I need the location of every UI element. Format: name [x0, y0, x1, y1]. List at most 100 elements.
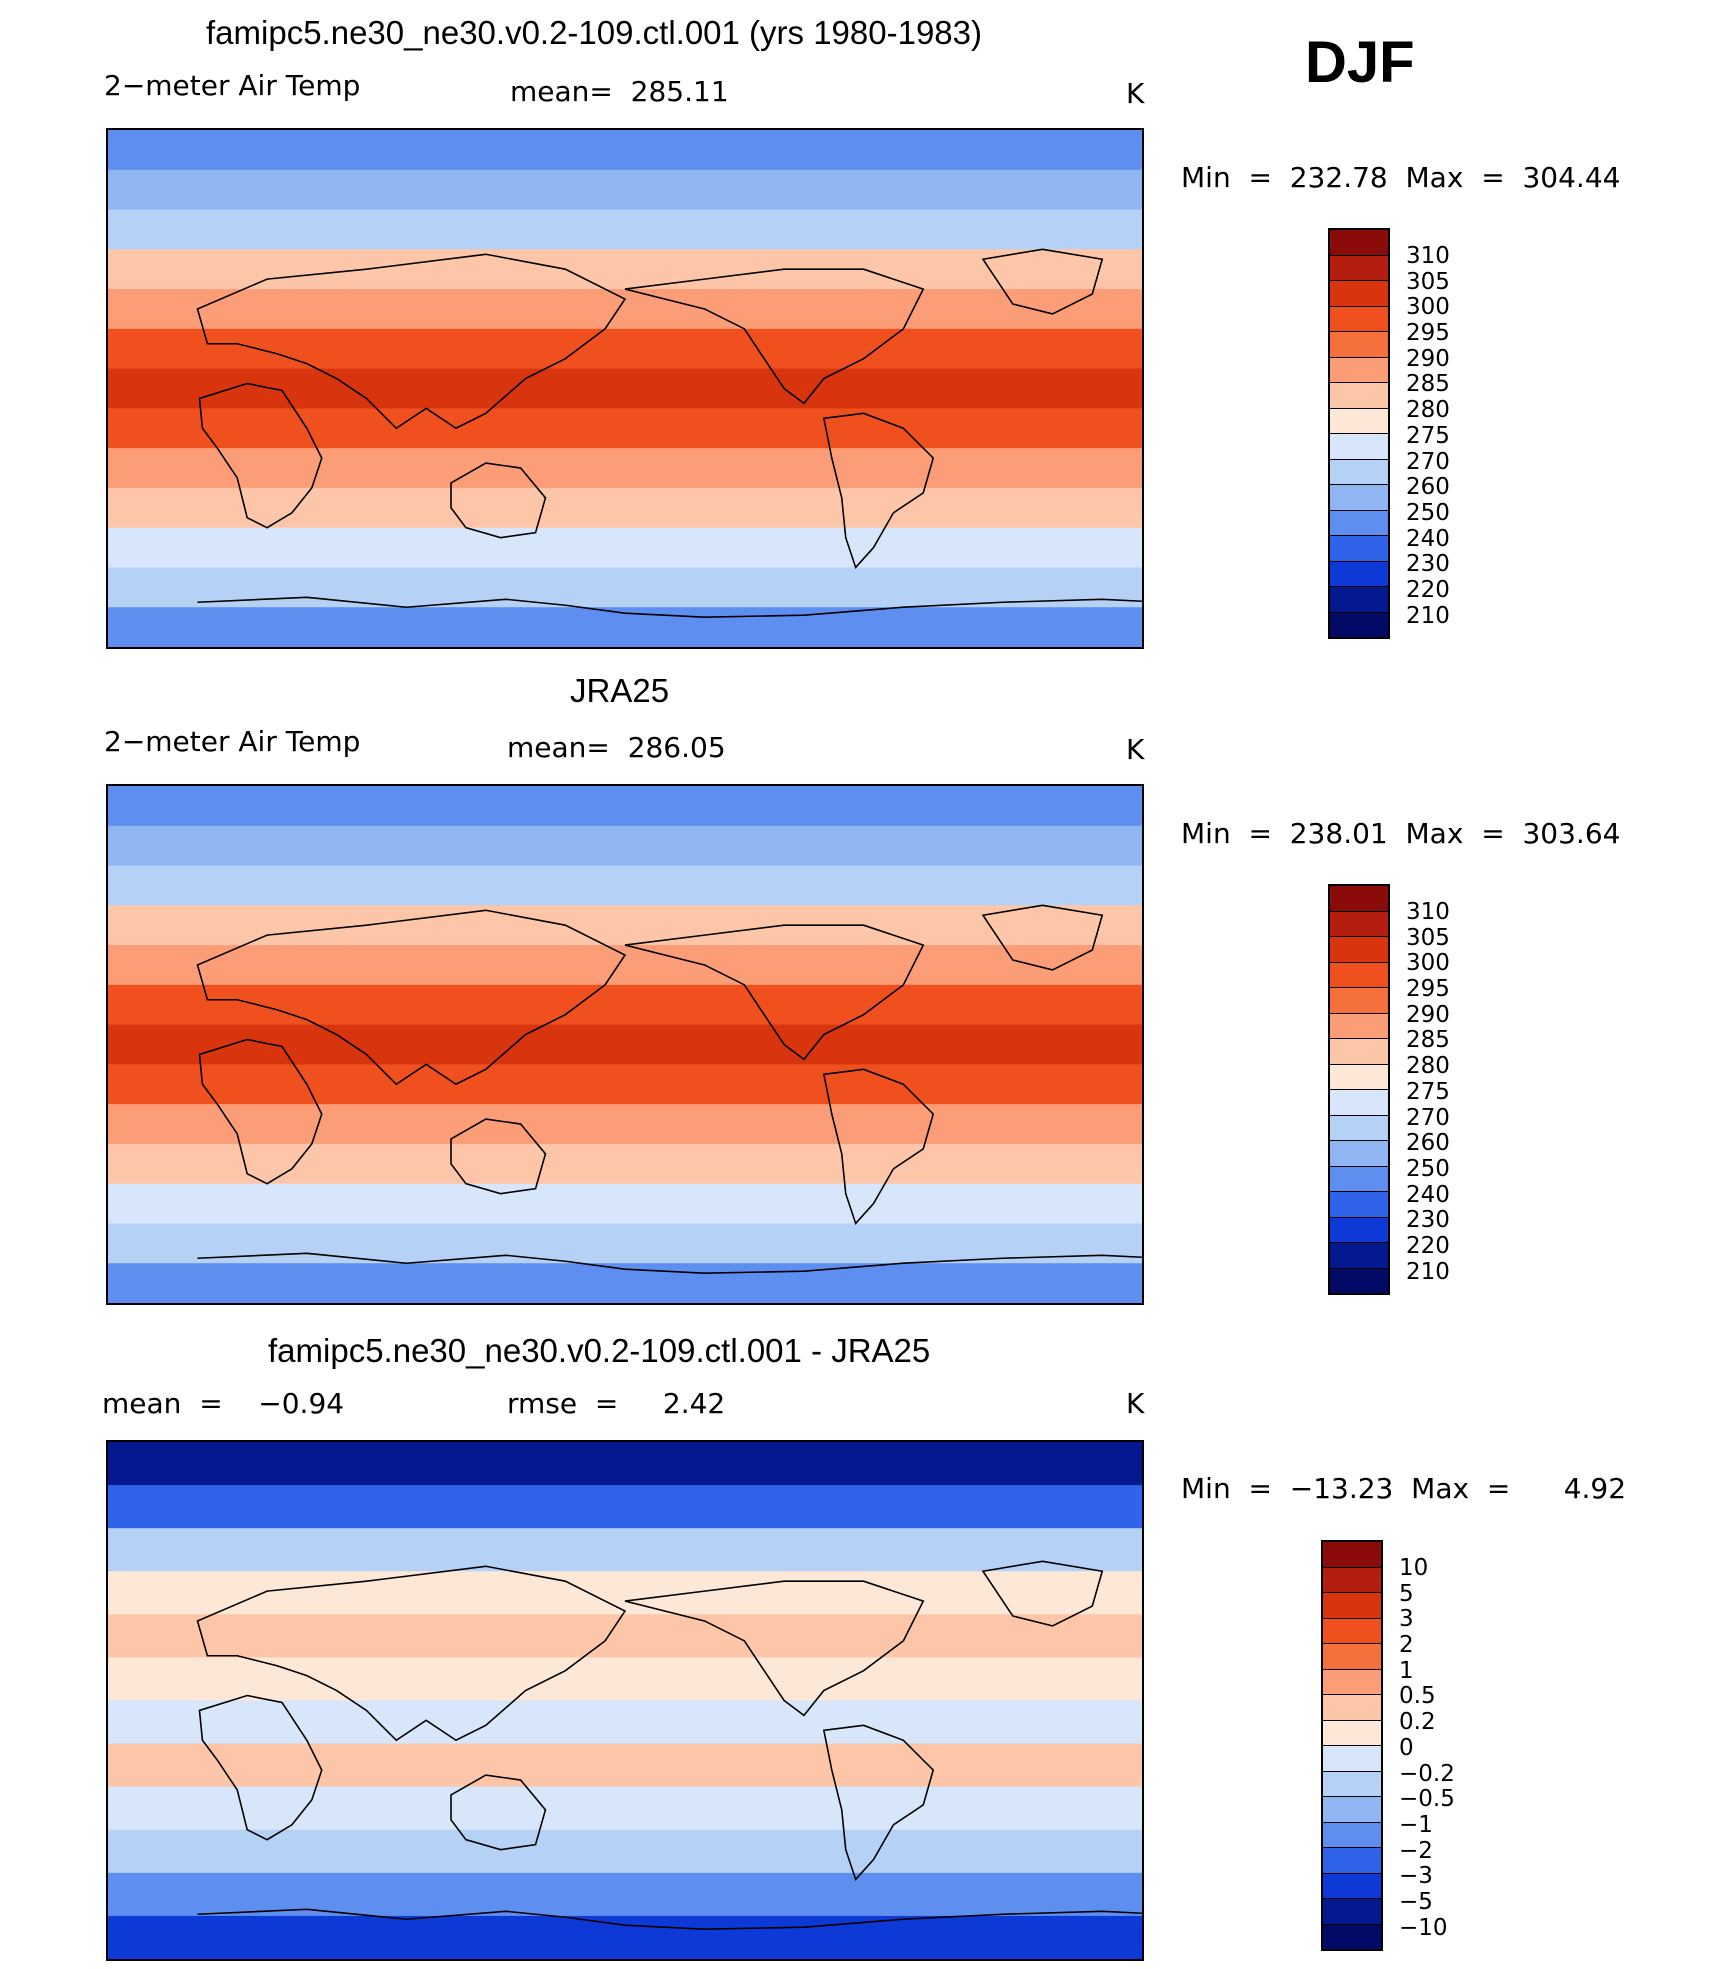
colorbar-swatch: [1330, 612, 1388, 637]
season-label: DJF: [1305, 30, 1415, 95]
colorbar-swatch: [1323, 1669, 1381, 1695]
temperature-band: [108, 1915, 1142, 1959]
panel-2-title: JRA25: [570, 672, 670, 709]
temperature-band: [108, 1485, 1142, 1530]
colorbar-swatch: [1330, 1141, 1388, 1167]
coastline: [822, 412, 935, 570]
temperature-band: [108, 1700, 1142, 1745]
colorbar-swatch: [1323, 1644, 1381, 1670]
panel-1-colorbar: [1328, 228, 1390, 639]
colorbar-tick-label: 280: [1406, 1053, 1450, 1080]
colorbar-tick-label: −3: [1399, 1863, 1433, 1890]
colorbar-swatch: [1330, 1039, 1388, 1065]
colorbar-tick-label: 280: [1406, 397, 1450, 424]
colorbar-tick-label: 285: [1406, 1027, 1450, 1054]
temperature-band: [108, 408, 1142, 450]
colorbar-swatch: [1330, 459, 1388, 485]
map-canvas: [108, 1442, 1142, 1959]
temperature-band: [108, 1223, 1142, 1265]
colorbar-tick-label: −2: [1399, 1837, 1433, 1864]
panel-3-colorbar-labels: 10 5 3 2 1 0.5 0.2 0 −0.2 −0.5 −1 −2 −3 −5 −10: [1399, 1557, 1455, 1942]
panel-2-colorbar-labels: 310 305 300 295 290 285 280 275 270 260 250 240 230 2…: [1406, 901, 1450, 1286]
panel-1-minmax: Min = 232.78 Max = 304.44: [1181, 161, 1621, 194]
colorbar-tick-label: −0.5: [1399, 1786, 1455, 1813]
colorbar-tick-label: 300: [1406, 294, 1450, 321]
temperature-band: [108, 289, 1142, 330]
colorbar-tick-label: −5: [1399, 1888, 1433, 1915]
coastline: [822, 1724, 935, 1882]
colorbar-tick-label: 310: [1406, 899, 1450, 925]
temperature-band: [108, 130, 1142, 171]
colorbar-tick-label: 10: [1399, 1555, 1429, 1581]
colorbar-swatch: [1330, 255, 1388, 281]
colorbar-tick-label: 210: [1406, 602, 1450, 629]
colorbar-swatch: [1330, 1243, 1388, 1269]
colorbar-tick-label: 260: [1406, 474, 1450, 501]
colorbar-swatch: [1330, 886, 1388, 912]
temperature-band: [108, 1829, 1142, 1874]
coastline: [198, 382, 323, 529]
colorbar-swatch: [1330, 1268, 1388, 1293]
colorbar-swatch: [1330, 937, 1388, 963]
colorbar-tick-label: 295: [1406, 320, 1450, 347]
colorbar-tick-label: 240: [1406, 1181, 1450, 1208]
temperature-band: [108, 984, 1142, 1026]
temperature-band: [108, 368, 1142, 410]
temperature-band: [108, 1183, 1142, 1225]
coastline: [822, 1068, 935, 1226]
coastline: [981, 904, 1104, 971]
colorbar-swatch: [1330, 911, 1388, 937]
colorbar-tick-label: 220: [1406, 576, 1450, 603]
temperature-band: [108, 328, 1142, 370]
colorbar-tick-label: −0.2: [1399, 1760, 1455, 1787]
colorbar-tick-label: 290: [1406, 345, 1450, 372]
colorbar-tick-label: 0.2: [1399, 1709, 1436, 1736]
panel-3-map: [106, 1440, 1144, 1961]
colorbar-swatch: [1323, 1899, 1381, 1925]
coastline: [981, 1560, 1104, 1627]
panel-3-colorbar: [1321, 1540, 1383, 1951]
colorbar-tick-label: 305: [1406, 924, 1450, 951]
colorbar-swatch: [1330, 561, 1388, 587]
temperature-band: [108, 1657, 1142, 1702]
colorbar-swatch: [1330, 536, 1388, 562]
temperature-band: [108, 865, 1142, 907]
temperature-band: [108, 209, 1142, 251]
colorbar-tick-label: −10: [1399, 1914, 1448, 1941]
map-canvas: [108, 786, 1142, 1303]
temperature-band: [108, 1143, 1142, 1185]
colorbar-tick-label: 300: [1406, 950, 1450, 977]
colorbar-swatch: [1323, 1746, 1381, 1772]
panel-1-colorbar-labels: 310 305 300 295 290 285 280 275 270 260 250 240 230 2…: [1406, 245, 1450, 630]
colorbar-swatch: [1323, 1720, 1381, 1746]
coastline: [450, 1774, 547, 1851]
colorbar-tick-label: 5: [1399, 1580, 1414, 1607]
coastline: [624, 268, 925, 405]
temperature-band: [108, 825, 1142, 867]
colorbar-swatch: [1330, 281, 1388, 307]
colorbar-tick-label: 0: [1399, 1734, 1414, 1761]
colorbar-tick-label: 270: [1406, 448, 1450, 475]
coastline: [450, 1118, 547, 1195]
panel-3-mean-label: mean = −0.94: [102, 1387, 345, 1420]
colorbar-swatch: [1330, 1090, 1388, 1116]
colorbar-tick-label: 310: [1406, 243, 1450, 269]
colorbar-swatch: [1323, 1593, 1381, 1619]
colorbar-tick-label: 290: [1406, 1001, 1450, 1028]
colorbar-swatch: [1323, 1848, 1381, 1874]
coastline: [196, 1565, 627, 1742]
temperature-band: [108, 1872, 1142, 1917]
panel-3-title: famipc5.ne30_ne30.v0.2-109.ctl.001 - JRA…: [268, 1332, 931, 1369]
colorbar-tick-label: 305: [1406, 268, 1450, 295]
panel-2-mean-label: mean= 286.05: [507, 731, 726, 764]
colorbar-tick-label: 0.5: [1399, 1683, 1436, 1710]
colorbar-swatch: [1323, 1822, 1381, 1848]
temperature-band: [108, 527, 1142, 569]
temperature-band: [108, 1104, 1142, 1145]
temperature-band: [108, 1743, 1142, 1788]
panel-3-unit-label: K: [1126, 1387, 1145, 1420]
map-canvas: [108, 130, 1142, 647]
temperature-band: [108, 1064, 1142, 1106]
colorbar-tick-label: 260: [1406, 1130, 1450, 1157]
colorbar-swatch: [1330, 357, 1388, 383]
